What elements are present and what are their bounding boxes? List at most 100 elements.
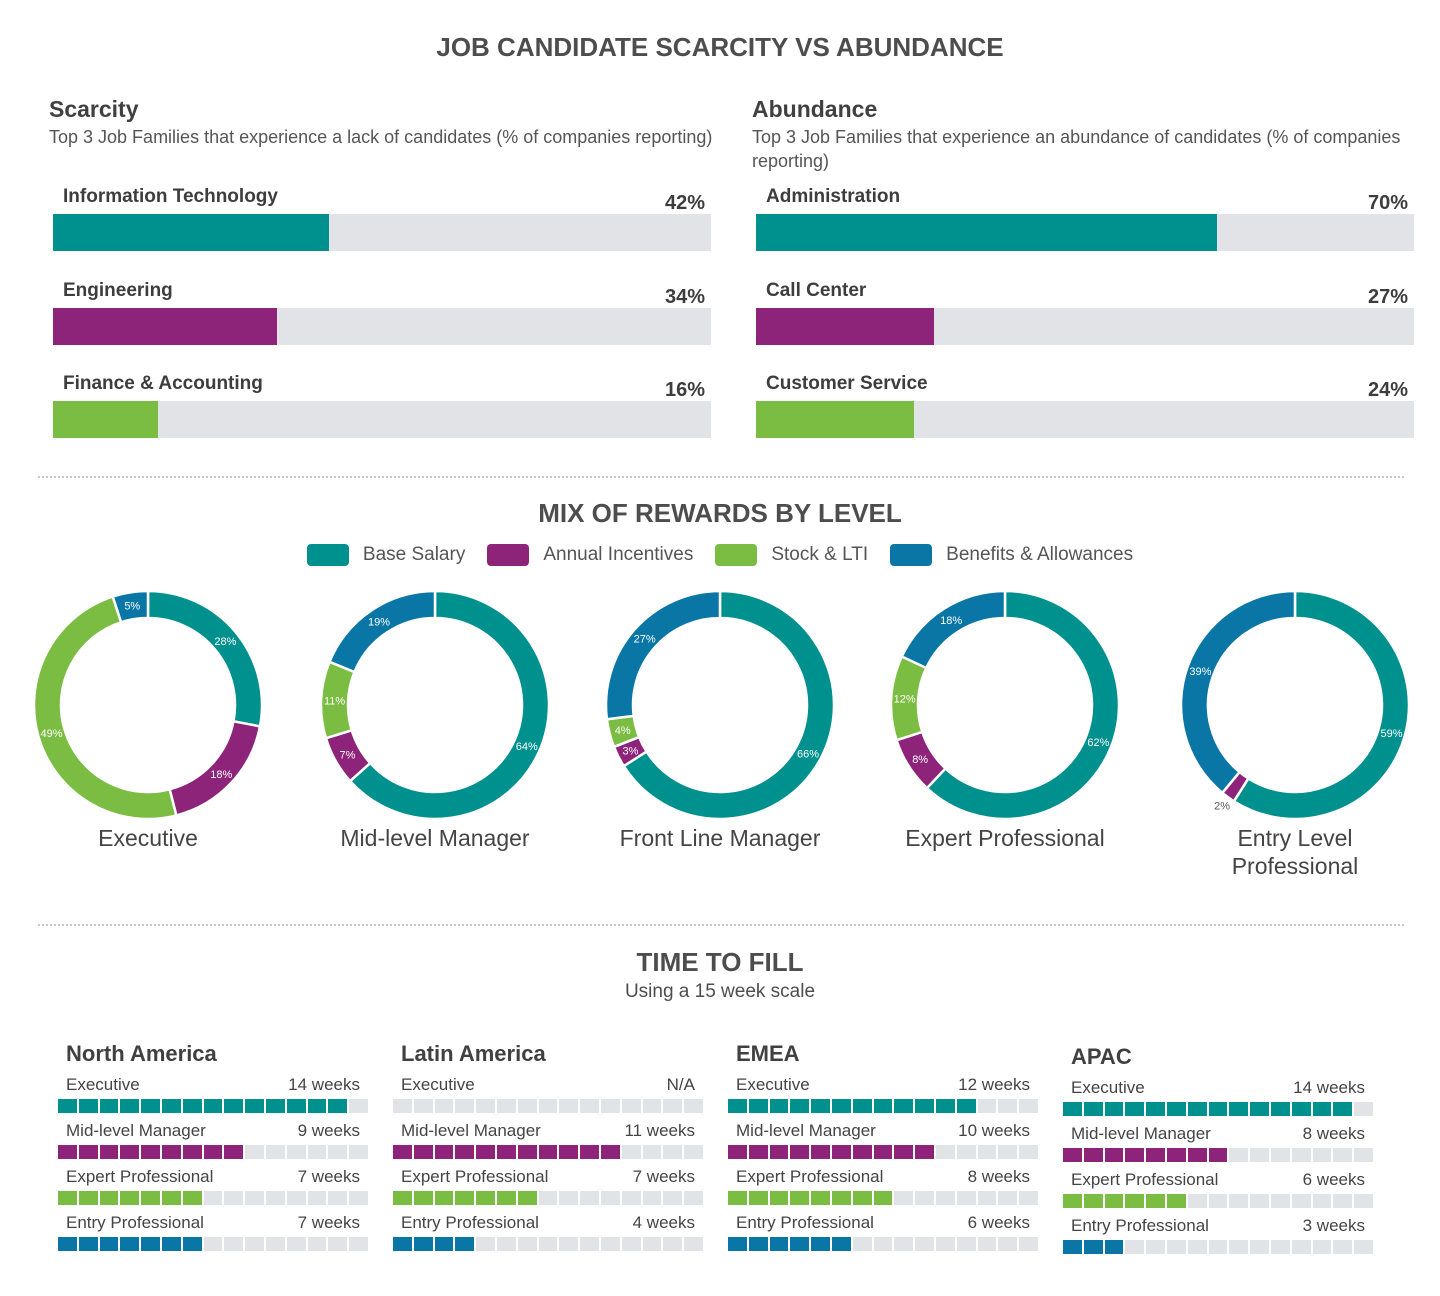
week-segment (894, 1237, 914, 1251)
abundance-bar-track (756, 214, 1414, 251)
time-row-value: 9 weeks (297, 1121, 360, 1140)
time-row-value: 8 weeks (967, 1167, 1030, 1186)
week-segment (600, 1099, 620, 1113)
time-row: Executive 14 weeks (1063, 1078, 1375, 1124)
week-segment (748, 1237, 768, 1251)
week-segment (831, 1099, 851, 1113)
time-row-label: Entry Professional (66, 1213, 204, 1232)
legend-swatch (715, 544, 758, 566)
week-segment (977, 1145, 997, 1159)
region-title: APAC (1071, 1044, 1132, 1069)
time-row: Mid-level Manager 10 weeks (728, 1121, 1040, 1167)
scarcity-bar-label: Information Technology (63, 186, 278, 207)
week-segment (769, 1099, 789, 1113)
week-segment (831, 1145, 851, 1159)
week-segment (1146, 1194, 1165, 1208)
donut-chart: 64% 7% 11% 19% Mid-level Manager (320, 588, 550, 851)
time-row: Expert Professional 6 weeks (1063, 1170, 1375, 1216)
week-segment (58, 1145, 77, 1159)
week-segment (538, 1237, 558, 1251)
donut-level-label: Expert Professional (905, 825, 1105, 851)
time-row-value: 14 weeks (288, 1075, 360, 1094)
week-segment (1291, 1102, 1311, 1116)
week-segment (307, 1237, 327, 1251)
week-segment (496, 1191, 516, 1205)
region-panel: North America Executive 14 weeks Mid-level … (58, 1041, 370, 1259)
week-segment (559, 1237, 579, 1251)
time-row-value: 3 weeks (1302, 1216, 1365, 1235)
week-segment (873, 1145, 893, 1159)
time-row: Entry Professional 6 weeks (728, 1213, 1040, 1259)
week-segment (120, 1191, 140, 1205)
week-segment (1187, 1102, 1207, 1116)
abundance-bar-label: Administration (766, 186, 901, 207)
donut-slice-label: 11% (324, 695, 345, 707)
week-segment (99, 1145, 119, 1159)
week-segment (245, 1237, 264, 1251)
week-segment (286, 1191, 306, 1205)
abundance-bar-label: Customer Service (766, 373, 928, 394)
section-divider (38, 924, 1404, 926)
week-segment (99, 1237, 119, 1251)
week-segment (977, 1099, 997, 1113)
week-segment (1291, 1240, 1311, 1254)
donut-slice-label: 49% (40, 728, 62, 740)
week-segment (831, 1191, 851, 1205)
donut-slice-label: 59% (1380, 728, 1402, 740)
week-segment (1125, 1194, 1145, 1208)
donut-slice (925, 589, 1120, 818)
donut-slice-label: 39% (1189, 666, 1211, 678)
week-segment (831, 1237, 851, 1251)
scarcity-bar-fill (53, 401, 159, 438)
week-segment (915, 1237, 934, 1251)
time-row: Executive N/A (393, 1075, 705, 1121)
week-segment (1333, 1102, 1353, 1116)
week-segment (203, 1191, 223, 1205)
donut-slice-label: 66% (797, 748, 819, 760)
abundance-bar-value: 24% (1367, 379, 1408, 401)
week-segment (78, 1145, 98, 1159)
donut-slice (622, 589, 835, 818)
legend-item: Base Salary (306, 544, 465, 566)
week-segment (286, 1237, 306, 1251)
time-row-value: 7 weeks (297, 1167, 360, 1186)
week-segment (224, 1237, 244, 1251)
week-segment (161, 1191, 181, 1205)
time-row: Entry Professional 4 weeks (393, 1213, 705, 1259)
time-row-label: Expert Professional (66, 1167, 214, 1186)
week-segment (161, 1145, 181, 1159)
week-segment (580, 1191, 599, 1205)
week-segment (956, 1145, 976, 1159)
week-segment (1125, 1148, 1145, 1162)
week-segment (1125, 1240, 1145, 1254)
abundance-bar-fill (756, 308, 934, 345)
week-segment (265, 1191, 285, 1205)
week-segment (1104, 1148, 1124, 1162)
time-row-value: N/A (666, 1075, 695, 1094)
abundance-bar-row: Administration 70% (756, 186, 1414, 256)
scarcity-bar-row: Engineering 34% (53, 280, 711, 350)
week-segment (1019, 1191, 1038, 1205)
week-segment (748, 1099, 768, 1113)
time-row-label: Entry Professional (736, 1213, 874, 1232)
week-segment (894, 1191, 914, 1205)
week-segment (476, 1191, 495, 1205)
week-segment (873, 1237, 893, 1251)
week-segment (1208, 1240, 1228, 1254)
donut-chart: 28% 18% 49% 5% Executive (33, 588, 263, 851)
week-segment (1104, 1102, 1124, 1116)
week-segment (580, 1099, 599, 1113)
donut-slice (348, 589, 550, 818)
time-row-label: Mid-level Manager (401, 1121, 541, 1140)
week-scale (1063, 1194, 1373, 1208)
week-segment (1312, 1102, 1332, 1116)
week-segment (1019, 1145, 1038, 1159)
time-row-value: 10 weeks (958, 1121, 1030, 1140)
week-segment (245, 1099, 264, 1113)
week-segment (286, 1099, 306, 1113)
week-segment (538, 1191, 558, 1205)
abundance-subtitle: Top 3 Job Families that experience an ab… (752, 127, 1401, 171)
week-segment (600, 1145, 620, 1159)
time-to-fill-title: TIME TO FILL (636, 947, 804, 977)
week-segment (328, 1145, 348, 1159)
